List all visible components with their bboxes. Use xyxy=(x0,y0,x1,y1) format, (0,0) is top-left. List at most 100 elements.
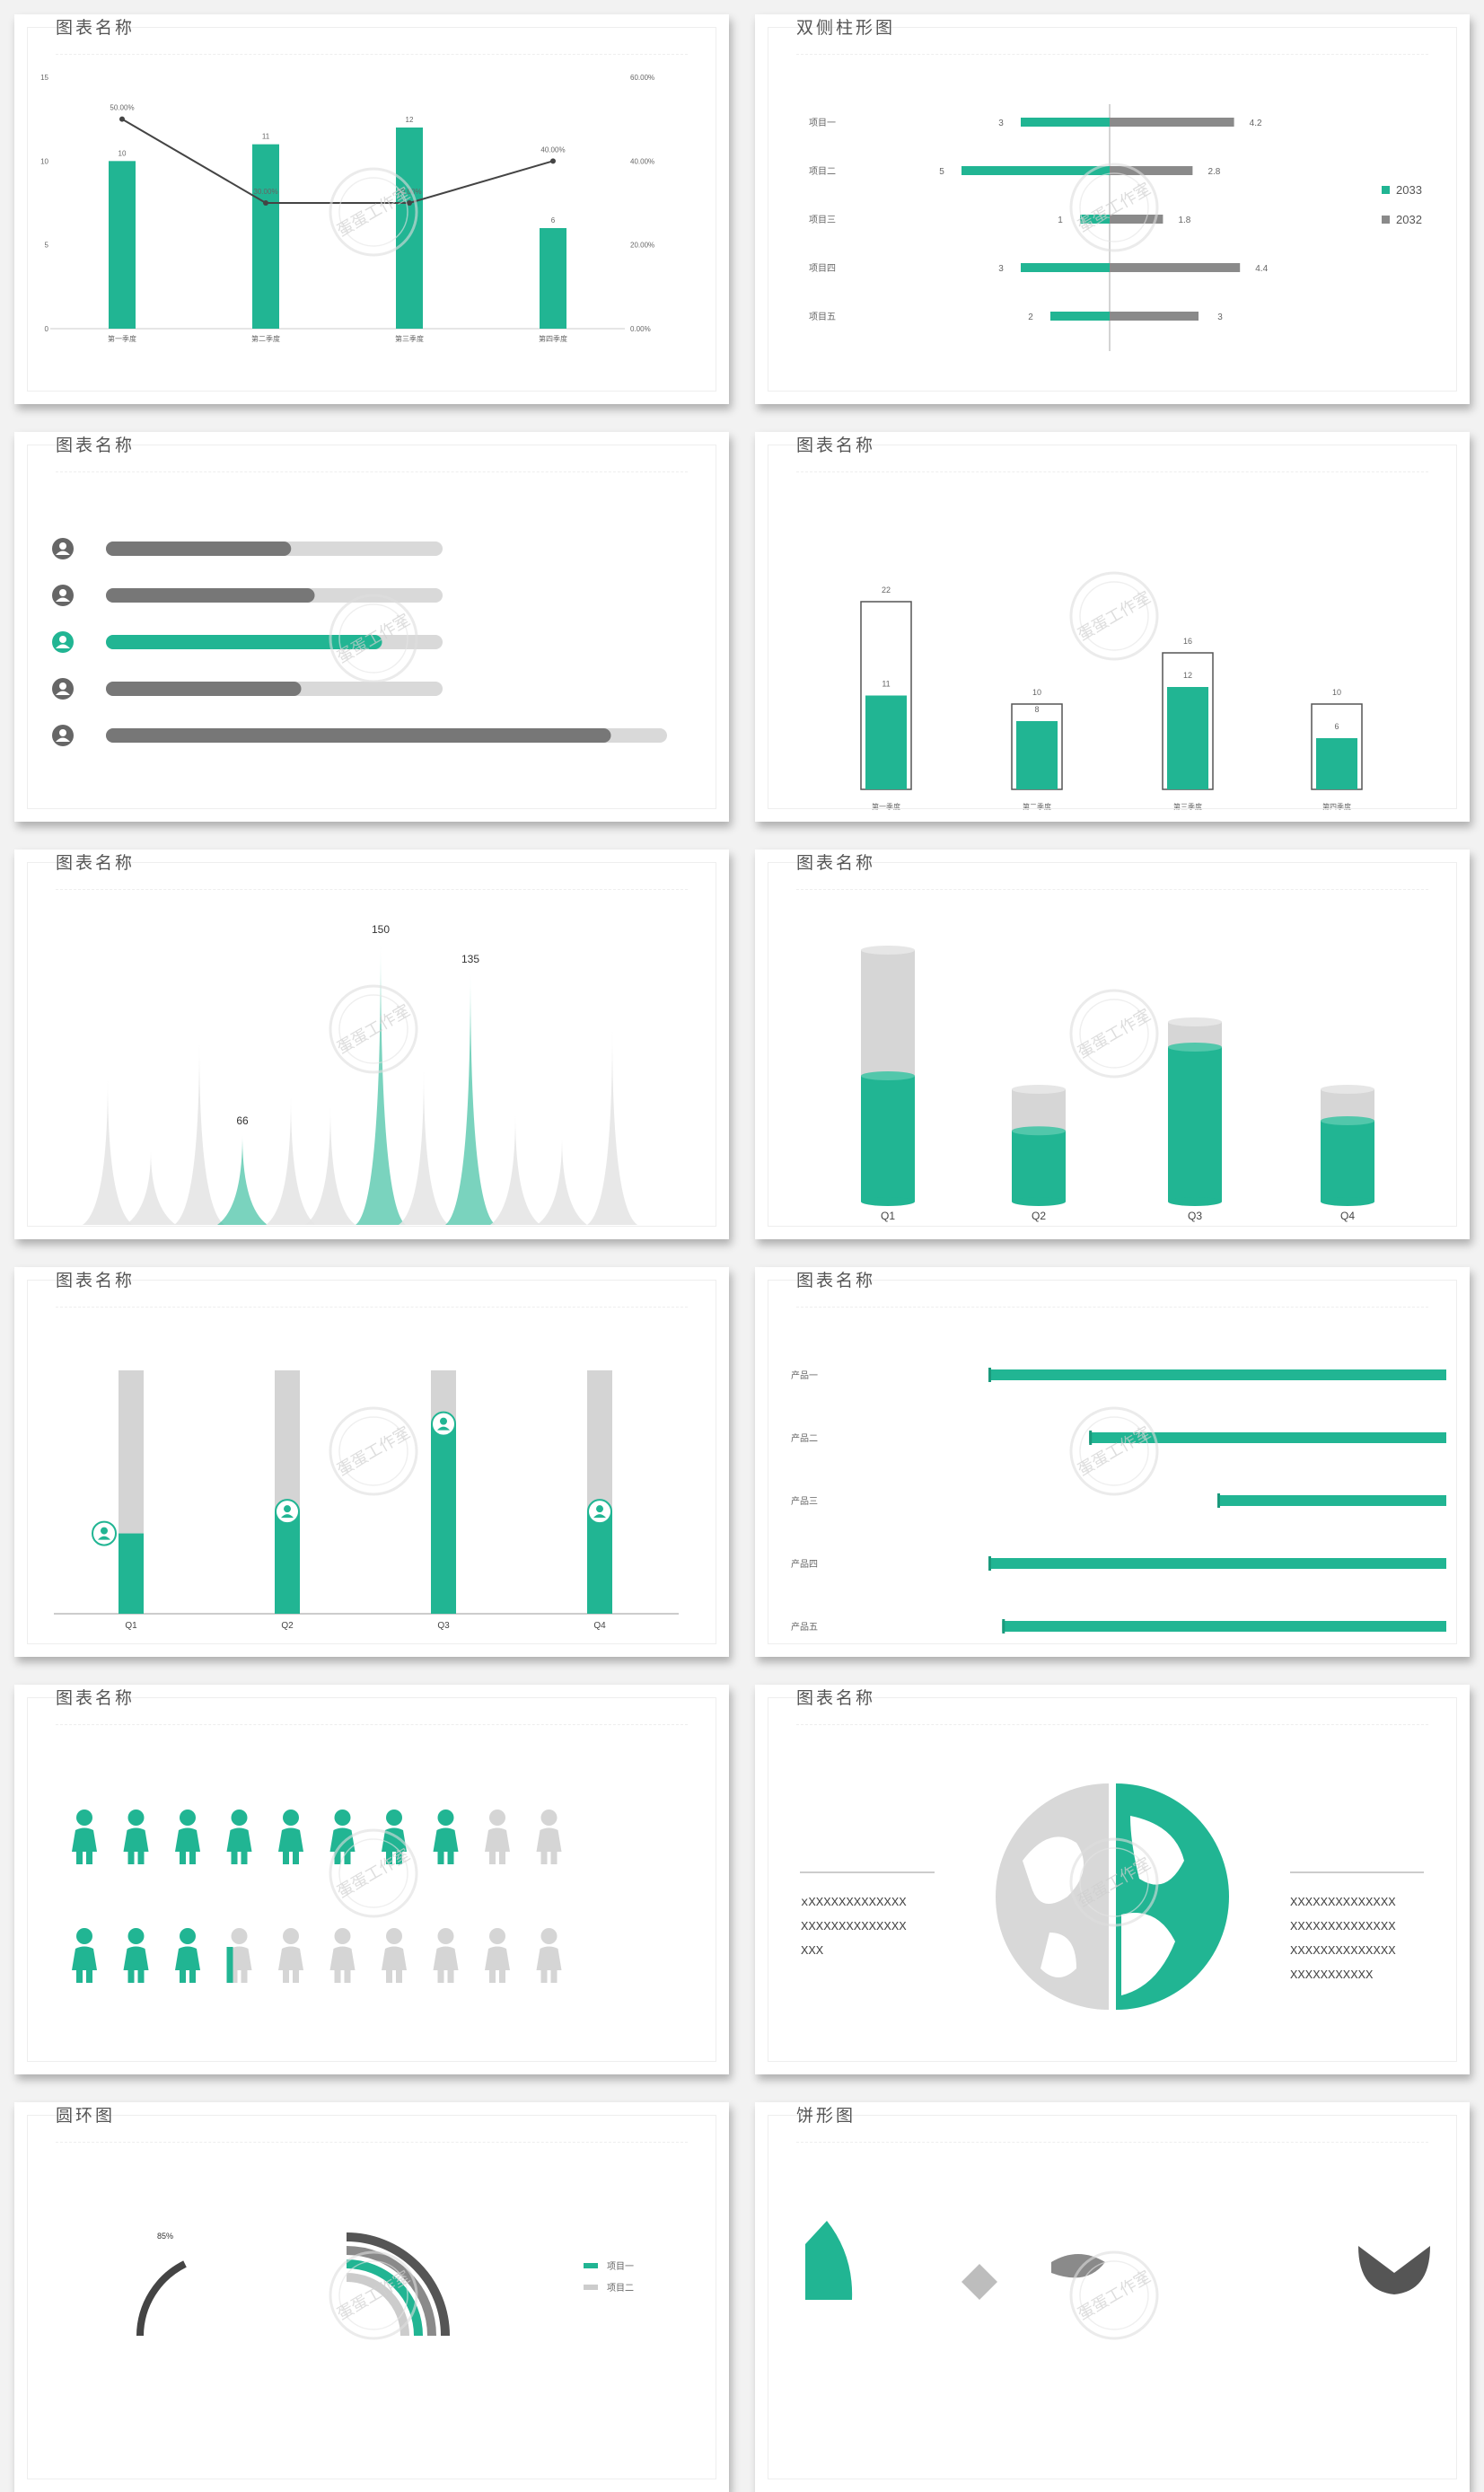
category-label: 产品四 xyxy=(791,1558,818,1570)
data-label: 6 xyxy=(551,216,556,225)
person-icon xyxy=(180,1810,196,1826)
bar-cap xyxy=(1089,1431,1093,1445)
legend-label: 项目一 xyxy=(607,2261,634,2272)
continent xyxy=(1041,1933,1076,1977)
person-icon xyxy=(127,1810,145,1826)
line-point xyxy=(407,200,412,206)
data-label: 22 xyxy=(882,586,891,594)
watermark-ring xyxy=(329,984,418,1074)
person-icon xyxy=(489,1810,505,1826)
progress-fill xyxy=(106,635,382,649)
continent xyxy=(1121,1913,1175,1995)
person-icon xyxy=(283,1968,289,1983)
y2-tick-label: 60.00% xyxy=(630,74,654,82)
person-icon xyxy=(550,1968,558,1983)
person-icon xyxy=(293,1850,299,1864)
y-tick-label: 0 xyxy=(45,325,49,333)
x-tick-label: 第一季度 xyxy=(872,802,900,811)
card-title: 双侧柱形图 xyxy=(796,19,896,38)
y-tick-label: 10 xyxy=(40,157,48,165)
user-icon xyxy=(593,1514,606,1519)
text-line: XXXXXXXXXXXXXX xyxy=(801,1920,907,1934)
person-icon xyxy=(127,1928,145,1944)
x-tick-label: Q2 xyxy=(1032,1210,1046,1222)
person-icon xyxy=(447,1968,454,1983)
card-title: 图表名称 xyxy=(56,19,136,38)
data-label: 10 xyxy=(1332,688,1341,697)
person-icon xyxy=(437,1968,444,1983)
person-icon xyxy=(437,1850,444,1864)
person-icon xyxy=(226,1827,252,1852)
series-line xyxy=(121,118,554,204)
text-line: XXXXXXXXXXXXXX xyxy=(1290,1944,1396,1959)
legend-label: 项目二 xyxy=(607,2283,634,2294)
bar-cap xyxy=(1217,1493,1220,1508)
card-title: 饼形图 xyxy=(796,2107,856,2126)
person-icon xyxy=(180,1928,196,1944)
bar xyxy=(865,695,907,789)
card-people-chart: 图表名称 蛋蛋工作室 xyxy=(14,1685,729,2074)
cylinder-bottom xyxy=(1168,1197,1222,1206)
person-icon xyxy=(489,1928,505,1944)
title-divider xyxy=(796,1724,1428,1725)
progress-fill xyxy=(106,728,611,743)
bar xyxy=(1002,1621,1446,1632)
ring-arc xyxy=(136,2260,187,2337)
continent xyxy=(1023,1836,1084,1904)
line-label: 30.00% xyxy=(397,188,421,196)
category-label: 产品一 xyxy=(791,1369,818,1381)
person-icon xyxy=(386,1968,392,1983)
peak xyxy=(537,1137,587,1225)
line-label: 50.00% xyxy=(110,104,134,112)
data-label: 12 xyxy=(406,116,414,124)
user-icon xyxy=(59,542,66,550)
bar-cap xyxy=(1002,1619,1005,1633)
person-icon xyxy=(499,1850,505,1864)
card-title: 图表名称 xyxy=(796,436,876,455)
bar-left xyxy=(1021,118,1110,127)
person-icon xyxy=(241,1968,248,1983)
person-icon xyxy=(396,1850,402,1864)
butterfly-chart: 项目一 3 4.2 项目二 5 2.8 项目三 1 1.8 项目四 3 4.4 项目五 2 3 2033 203… xyxy=(809,104,1422,351)
pie-slice xyxy=(1358,2246,1430,2294)
y-tick-label: 5 xyxy=(45,242,49,250)
peak xyxy=(587,1029,637,1225)
user-icon xyxy=(59,636,66,643)
legend-swatch xyxy=(584,2285,598,2290)
person-icon xyxy=(540,1928,558,1944)
person-icon xyxy=(123,1827,149,1852)
line-point xyxy=(119,116,125,122)
peak xyxy=(217,1135,268,1225)
pie-slice xyxy=(805,2221,853,2300)
y2-tick-label: 40.00% xyxy=(630,157,654,165)
person-icon xyxy=(344,1850,351,1864)
card-globe: 图表名称 蛋蛋工作室 xXXXXXXXXXXXXX XXXXXXXXXXXXXX… xyxy=(755,1685,1470,2074)
person-icon xyxy=(489,1850,496,1864)
title-divider xyxy=(56,1307,688,1308)
right-text-block: XXXXXXXXXXXXXX XXXXXXXXXXXXXX XXXXXXXXXX… xyxy=(1290,1891,1396,1988)
line-label: 40.00% xyxy=(540,145,565,154)
bar-left xyxy=(1080,215,1110,224)
watermark-ring xyxy=(338,603,408,674)
person-icon xyxy=(386,1850,392,1864)
x-tick-label: Q3 xyxy=(437,1621,450,1631)
person-icon xyxy=(231,1928,248,1944)
data-label: 12 xyxy=(1183,671,1192,680)
category-label: 项目四 xyxy=(809,263,836,274)
title-divider xyxy=(796,471,1428,472)
peak xyxy=(490,1114,540,1225)
cylinder-bottom xyxy=(861,1197,915,1206)
left-text-block: xXXXXXXXXXXXXX XXXXXXXXXXXXXX XXX xyxy=(801,1891,907,1964)
data-label: 2 xyxy=(1028,313,1033,322)
title-divider xyxy=(56,471,688,472)
card-hbar-chart: 图表名称 产品一 产品二 产品三 产品四 产品五 蛋蛋工作室 xyxy=(755,1267,1470,1657)
user-icon xyxy=(56,550,70,555)
progress-chart: 蛋蛋工作室 xyxy=(52,538,667,746)
user-icon xyxy=(56,691,70,695)
x-tick-label: 第四季度 xyxy=(1322,802,1351,811)
data-label: 135 xyxy=(461,953,479,965)
